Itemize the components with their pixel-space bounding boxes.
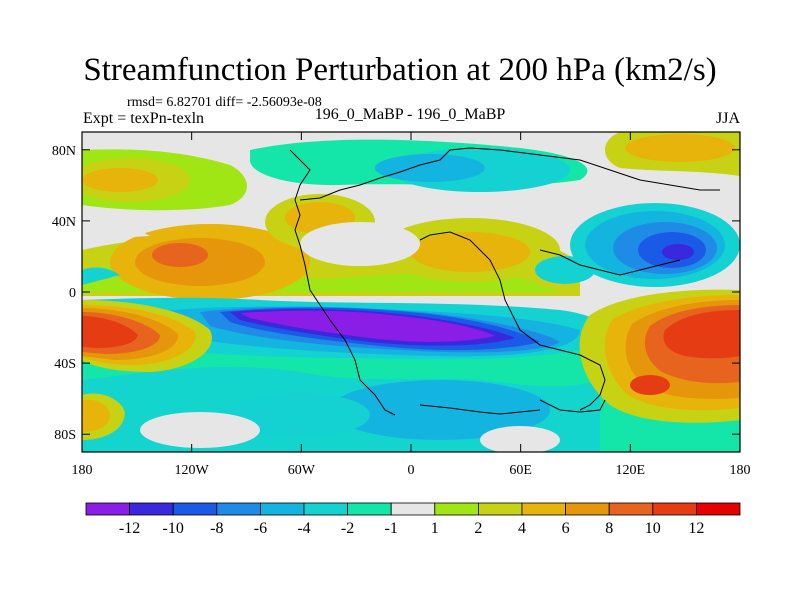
colorbar-swatch-7 [390,502,436,516]
colorbar-label-8: 2 [474,520,482,537]
colorbar-label-11: 8 [605,520,613,537]
colorbar-swatch-10 [521,502,566,516]
colorbar-label-7: 1 [431,520,439,537]
axes: 180 120W 60W 0 60E 120E 180 80N 40N 0 40S 80S [52,132,751,478]
x-tick-label-2: 60W [288,463,316,478]
colorbar-swatch-12 [608,502,654,516]
y-tick-label-4: 80S [54,428,76,443]
colorbar-swatch-13 [652,502,697,516]
colorbar-label-2: -8 [210,520,223,537]
y-tick-label-2: 0 [69,286,76,301]
colorbar-label-9: 4 [518,520,526,537]
colorbar-swatch-4 [259,502,305,516]
coastlines [289,147,720,416]
x-tick-label-5: 120E [616,463,646,478]
colorbar-label-4: -4 [297,520,310,537]
experiment-label: Expt = texPn-texln [83,110,205,127]
colorbar-swatch-9 [477,502,523,516]
y-tick-label-0: 80N [52,144,76,159]
colorbar-label-1: -10 [163,520,184,537]
y-tick-label-1: 40N [52,215,76,230]
chart-title: Streamfunction Perturbation at 200 hPa (… [83,52,717,88]
colorbar-label-3: -6 [254,520,267,537]
colorbar-swatch-11 [565,502,610,516]
y-tick-label-3: 40S [54,357,76,372]
colorbar-swatch-6 [347,502,392,516]
x-tick-label-6: 180 [730,463,751,478]
colorbar-swatch-1 [129,502,174,516]
colorbar-label-13: 12 [688,520,704,537]
colorbar: -12 -10 -8 -6 -4 -2 -1 1 2 4 6 8 10 12 [85,502,741,537]
x-tick-label-1: 120W [175,463,210,478]
rmsd-diff-stats: rmsd= 6.82701 diff= -2.56093e-08 [127,95,322,110]
colorbar-swatch-8 [434,502,479,516]
season-label: JJA [715,110,740,127]
colorbar-label-0: -12 [119,520,140,537]
case-label: 196_0_MaBP - 196_0_MaBP [314,106,506,123]
x-tick-label-0: 180 [72,463,93,478]
x-tick-label-4: 60E [509,463,532,478]
colorbar-label-10: 6 [562,520,570,537]
colorbar-swatch-3 [216,502,261,516]
x-tick-label-3: 0 [408,463,415,478]
colorbar-swatch-2 [172,502,218,516]
colorbar-label-5: -2 [341,520,354,537]
colorbar-swatch-0 [85,502,130,516]
colorbar-swatch-14 [696,502,741,516]
colorbar-swatch-5 [303,502,348,516]
colorbar-label-6: -1 [385,520,398,537]
colorbar-label-12: 10 [645,520,661,537]
